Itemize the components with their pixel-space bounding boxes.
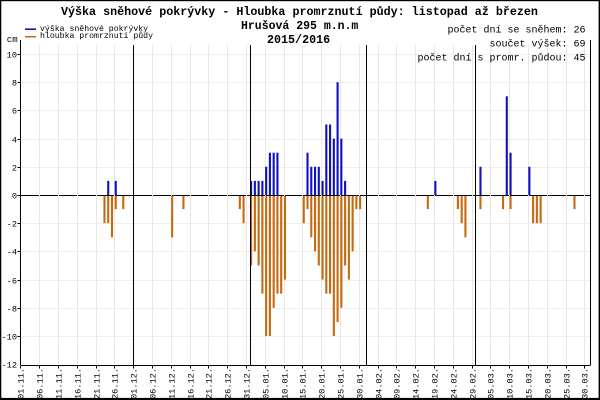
svg-text:-8: -8 xyxy=(7,305,17,315)
svg-text:-4: -4 xyxy=(7,248,17,258)
svg-text:-2: -2 xyxy=(7,220,17,230)
svg-text:10: 10 xyxy=(7,51,17,61)
svg-text:26.12.: 26.12. xyxy=(224,368,234,399)
svg-text:20.01.: 20.01. xyxy=(318,368,328,399)
svg-text:05.01.: 05.01. xyxy=(262,368,272,399)
svg-text:09.02.: 09.02. xyxy=(393,368,403,399)
svg-text:01.11.: 01.11. xyxy=(17,368,27,399)
svg-text:01.12.: 01.12. xyxy=(130,368,140,399)
svg-text:06.11.: 06.11. xyxy=(36,368,46,399)
svg-text:počet dní s promr. půdou: 45: počet dní s promr. půdou: 45 xyxy=(417,52,585,65)
svg-text:11.11.: 11.11. xyxy=(55,368,65,399)
svg-text:16.12.: 16.12. xyxy=(187,368,197,399)
svg-text:2: 2 xyxy=(12,164,17,174)
svg-text:-6: -6 xyxy=(7,277,17,287)
svg-text:25.01.: 25.01. xyxy=(337,368,347,399)
svg-text:10.01.: 10.01. xyxy=(281,368,291,399)
svg-text:11.12.: 11.12. xyxy=(168,368,178,399)
svg-text:hloubka promrznutí půdy: hloubka promrznutí půdy xyxy=(40,31,153,41)
svg-text:21.11.: 21.11. xyxy=(93,368,103,399)
svg-text:15.01.: 15.01. xyxy=(299,368,309,399)
svg-text:2015/2016: 2015/2016 xyxy=(267,33,330,47)
svg-text:6: 6 xyxy=(12,107,17,117)
svg-text:součet výšek: 69: součet výšek: 69 xyxy=(489,39,585,51)
svg-text:29.02.: 29.02. xyxy=(469,368,479,399)
svg-text:0: 0 xyxy=(12,192,17,202)
svg-text:19.02.: 19.02. xyxy=(431,368,441,399)
svg-text:počet dní se sněhem: 26: počet dní se sněhem: 26 xyxy=(447,25,585,37)
svg-text:4: 4 xyxy=(12,136,17,146)
svg-text:30.01.: 30.01. xyxy=(356,368,366,399)
svg-text:Hrušová 295 m.n.m: Hrušová 295 m.n.m xyxy=(241,20,358,33)
svg-text:31.12.: 31.12. xyxy=(243,368,253,399)
svg-text:25.03.: 25.03. xyxy=(563,368,573,399)
svg-text:-12: -12 xyxy=(2,361,17,371)
svg-text:20.03.: 20.03. xyxy=(544,368,554,399)
svg-text:14.02.: 14.02. xyxy=(412,368,422,399)
svg-text:Výška sněhové pokrývky - Hloub: Výška sněhové pokrývky - Hloubka promrzn… xyxy=(61,5,538,19)
svg-text:8: 8 xyxy=(12,79,17,89)
svg-text:cm: cm xyxy=(7,35,18,45)
svg-text:10.03.: 10.03. xyxy=(506,368,516,399)
svg-text:30.03.: 30.03. xyxy=(581,368,591,399)
svg-text:24.02.: 24.02. xyxy=(450,368,460,399)
svg-text:-10: -10 xyxy=(2,333,17,343)
svg-text:16.11.: 16.11. xyxy=(74,368,84,399)
svg-text:05.03.: 05.03. xyxy=(487,368,497,399)
svg-text:06.12.: 06.12. xyxy=(149,368,159,399)
svg-text:26.11.: 26.11. xyxy=(111,368,121,399)
svg-text:výška sněhové pokrývky: výška sněhové pokrývky xyxy=(40,24,148,34)
svg-text:15.03.: 15.03. xyxy=(525,368,535,399)
svg-text:04.02.: 04.02. xyxy=(375,368,385,399)
svg-text:21.12.: 21.12. xyxy=(205,368,215,399)
